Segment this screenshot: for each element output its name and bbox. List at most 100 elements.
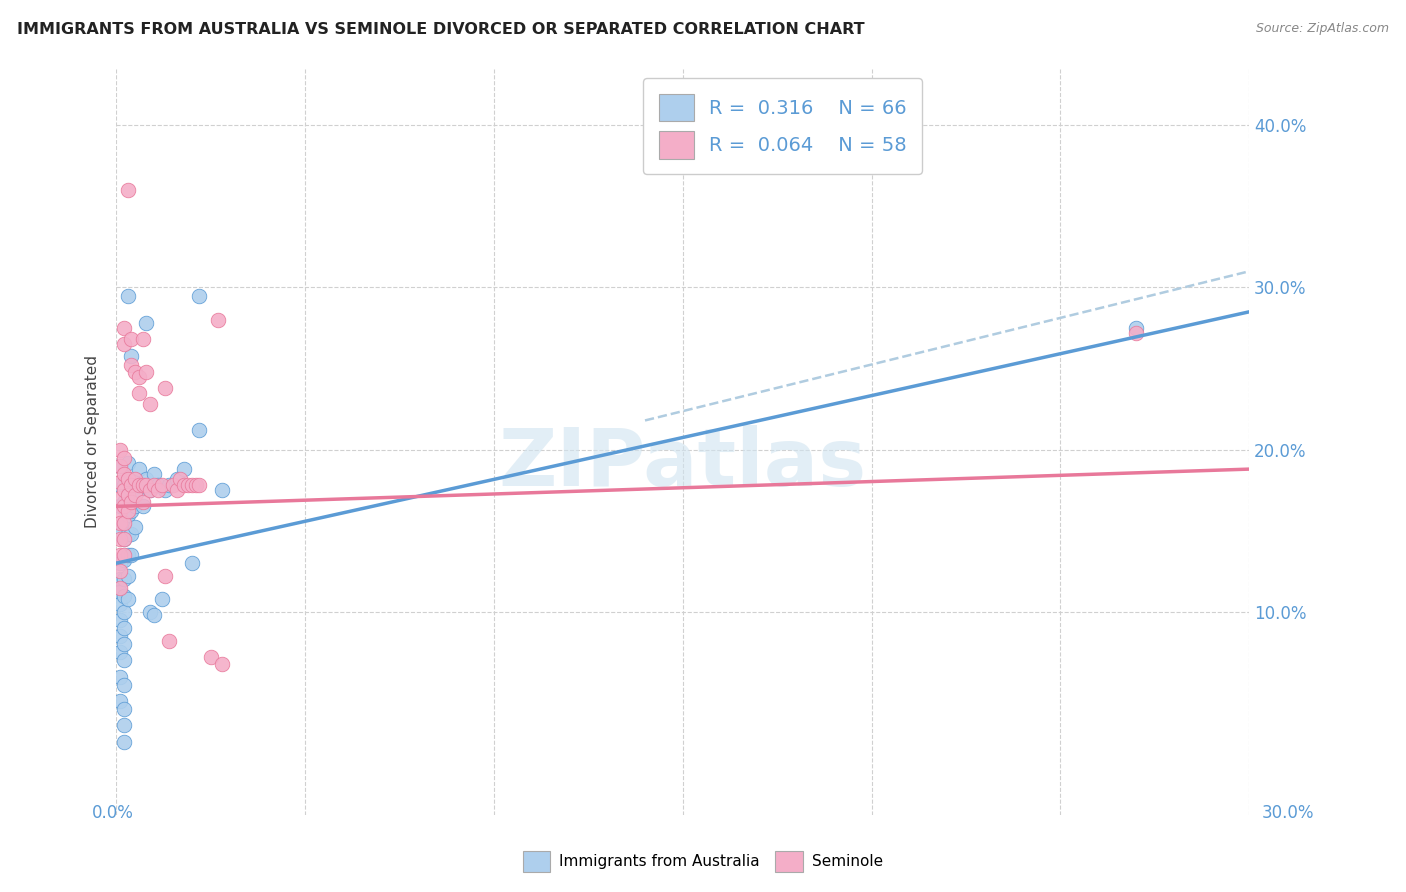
Point	[108, 694, 131, 708]
Point	[112, 605, 135, 619]
Point	[180, 478, 202, 492]
Point	[132, 494, 155, 508]
Point	[146, 483, 169, 498]
Legend: R =  0.316    N = 66, R =  0.064    N = 58: R = 0.316 N = 66, R = 0.064 N = 58	[643, 78, 922, 174]
Point	[188, 423, 211, 437]
Point	[117, 488, 139, 502]
Point	[173, 462, 195, 476]
Text: ZIPatlas: ZIPatlas	[499, 425, 868, 503]
Point	[112, 494, 135, 508]
Point	[200, 650, 222, 665]
Point	[112, 621, 135, 635]
Point	[108, 645, 131, 659]
Point	[128, 385, 150, 400]
Point	[108, 458, 131, 473]
Point	[112, 516, 135, 530]
Point	[173, 478, 195, 492]
Point	[117, 183, 139, 197]
Point	[117, 527, 139, 541]
Point	[139, 483, 162, 498]
Point	[143, 478, 166, 492]
Point	[135, 316, 157, 330]
Point	[112, 553, 135, 567]
Point	[108, 532, 131, 546]
Point	[132, 500, 155, 514]
Point	[117, 591, 139, 606]
Point	[108, 573, 131, 587]
Point	[128, 483, 150, 498]
Point	[150, 478, 173, 492]
Point	[120, 548, 142, 562]
Point	[188, 288, 211, 302]
Point	[135, 365, 157, 379]
Point	[108, 500, 131, 514]
Point	[108, 504, 131, 518]
Point	[108, 475, 131, 489]
Point	[143, 467, 166, 481]
Point	[117, 472, 139, 486]
Point	[166, 472, 188, 486]
Point	[120, 349, 142, 363]
Point	[124, 520, 146, 534]
Point	[108, 548, 131, 562]
Point	[112, 532, 135, 546]
Point	[177, 478, 200, 492]
Point	[112, 478, 135, 492]
Point	[120, 483, 142, 498]
Point	[155, 569, 177, 583]
Point	[135, 478, 157, 492]
Point	[162, 478, 184, 492]
Text: IMMIGRANTS FROM AUSTRALIA VS SEMINOLE DIVORCED OR SEPARATED CORRELATION CHART: IMMIGRANTS FROM AUSTRALIA VS SEMINOLE DI…	[17, 22, 865, 37]
Point	[120, 527, 142, 541]
Point	[155, 381, 177, 395]
Point	[112, 321, 135, 335]
Point	[139, 397, 162, 411]
Point	[207, 313, 229, 327]
Point	[108, 597, 131, 611]
Point	[108, 613, 131, 627]
Point	[146, 478, 169, 492]
Point	[124, 500, 146, 514]
Point	[112, 450, 135, 465]
Point	[120, 494, 142, 508]
Point	[139, 483, 162, 498]
Point	[117, 548, 139, 562]
Text: Source: ZipAtlas.com: Source: ZipAtlas.com	[1256, 22, 1389, 36]
Point	[108, 556, 131, 570]
Point	[108, 670, 131, 684]
Point	[124, 488, 146, 502]
Point	[169, 472, 191, 486]
Point	[112, 483, 135, 498]
Legend: Immigrants from Australia, Seminole: Immigrants from Australia, Seminole	[515, 843, 891, 880]
Point	[166, 483, 188, 498]
Point	[150, 591, 173, 606]
Point	[128, 478, 150, 492]
Point	[120, 332, 142, 346]
Point	[108, 629, 131, 643]
Point	[120, 504, 142, 518]
Point	[112, 637, 135, 651]
Point	[117, 456, 139, 470]
Point	[117, 504, 139, 518]
Point	[132, 332, 155, 346]
Point	[117, 569, 139, 583]
Point	[108, 585, 131, 599]
Point	[117, 472, 139, 486]
Point	[117, 508, 139, 522]
Point	[108, 478, 131, 492]
Point	[132, 478, 155, 492]
Text: 30.0%: 30.0%	[1263, 805, 1315, 822]
Point	[1125, 326, 1147, 340]
Point	[157, 634, 180, 648]
Text: 0.0%: 0.0%	[91, 805, 134, 822]
Point	[112, 718, 135, 732]
Y-axis label: Divorced or Separated: Divorced or Separated	[86, 355, 100, 528]
Point	[143, 608, 166, 623]
Point	[112, 467, 135, 481]
Point	[124, 365, 146, 379]
Point	[184, 478, 207, 492]
Point	[112, 702, 135, 716]
Point	[188, 478, 211, 492]
Point	[112, 734, 135, 748]
Point	[108, 516, 131, 530]
